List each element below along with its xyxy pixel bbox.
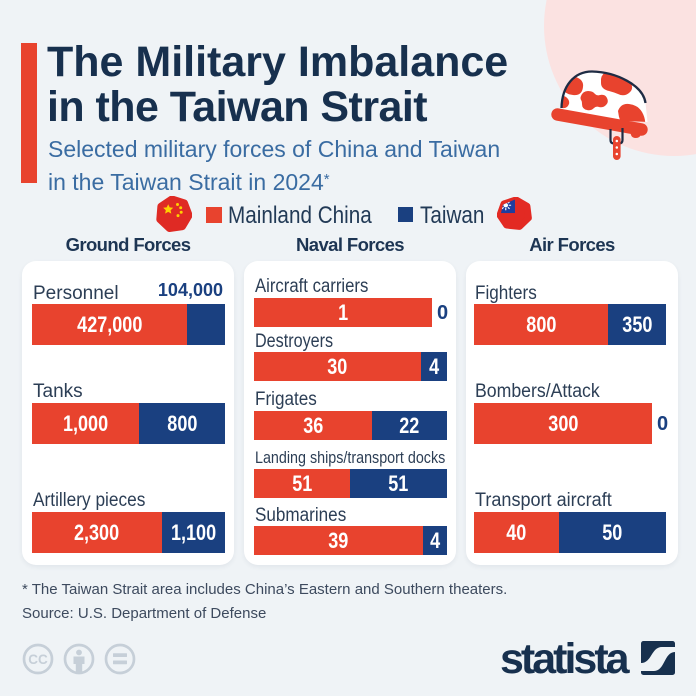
svg-text:CC: CC: [28, 652, 48, 667]
